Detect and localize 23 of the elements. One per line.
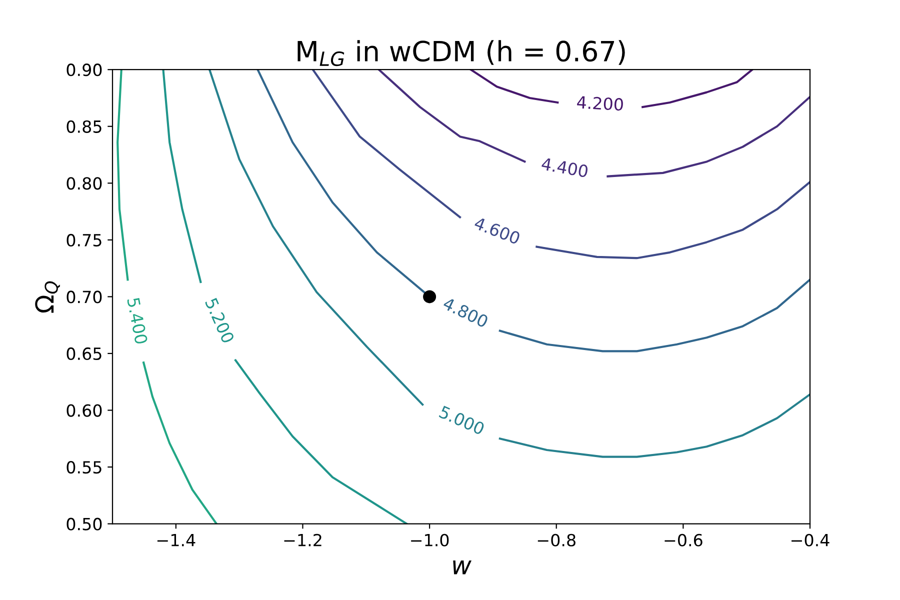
x-axis-title: w xyxy=(453,560,472,574)
y-tick-label: 0.80 xyxy=(66,177,102,190)
chart-title: M$_{LG}$ in wCDM (h = 0.67) xyxy=(298,40,625,66)
x-tick-label: −1.2 xyxy=(284,534,322,546)
y-tick-label: 0.65 xyxy=(66,347,102,360)
y-tick-label: 0.85 xyxy=(66,120,102,133)
y-tick-label: 0.50 xyxy=(66,518,102,530)
text: 5.400 xyxy=(126,297,148,344)
series-label: 4.200 xyxy=(576,96,624,111)
x-tick-label: −1.4 xyxy=(157,534,196,546)
y-tick-label: 0.90 xyxy=(66,64,102,76)
text: 4.600 xyxy=(474,216,521,245)
x-tick-label: −1.0 xyxy=(411,534,449,546)
x-tick-label: −0.8 xyxy=(538,534,576,546)
text: 4.400 xyxy=(541,157,588,178)
y-tick-label: 0.60 xyxy=(66,404,102,417)
y-tick-label: 0.70 xyxy=(66,290,102,304)
x-tick-label: −0.4 xyxy=(792,534,830,546)
y-axis-title: Ω$_{Q}$ xyxy=(35,281,60,313)
text: 4.800 xyxy=(442,296,489,328)
y-tick-label: 0.75 xyxy=(66,234,102,246)
y-tick-label: 0.55 xyxy=(66,460,102,474)
x-tick-label: −0.6 xyxy=(664,534,702,546)
